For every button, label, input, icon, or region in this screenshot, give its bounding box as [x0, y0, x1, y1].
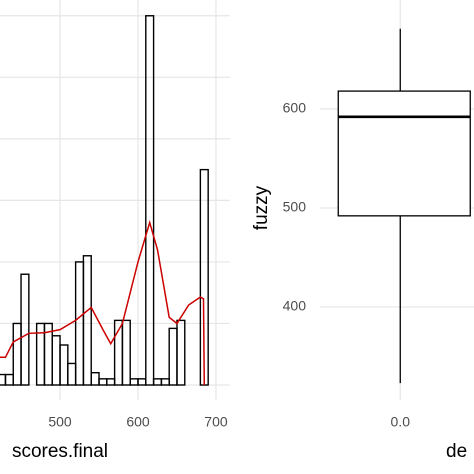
bar [152, 378, 163, 386]
bar [12, 322, 22, 386]
y-axis-label: fuzzy [251, 185, 272, 230]
x-axis-label: de [446, 441, 467, 462]
box [337, 90, 471, 217]
bar [137, 378, 147, 386]
bar [145, 15, 155, 386]
bar [98, 378, 108, 386]
bar [168, 327, 178, 386]
bar [106, 378, 116, 386]
bar [51, 335, 61, 386]
bar [121, 319, 131, 386]
x-axis-label: scores.final [12, 441, 108, 462]
bar [160, 378, 170, 386]
y-tick-label: 400 [283, 298, 307, 314]
bar [4, 373, 14, 386]
x-tick-label: 600 [126, 414, 150, 430]
bar [82, 255, 92, 386]
bar [0, 373, 7, 386]
density-line [0, 219, 206, 386]
bar [20, 273, 30, 386]
bar [90, 371, 100, 386]
y-tick-label: 600 [283, 100, 307, 116]
bar [129, 378, 139, 386]
x-tick-label: 500 [48, 414, 72, 430]
bar [67, 362, 77, 386]
x-tick-label: 0.0 [391, 414, 411, 430]
bar [59, 344, 69, 386]
y-tick-label: 500 [283, 199, 307, 215]
bar [176, 319, 186, 386]
x-tick-label: 700 [204, 414, 228, 430]
